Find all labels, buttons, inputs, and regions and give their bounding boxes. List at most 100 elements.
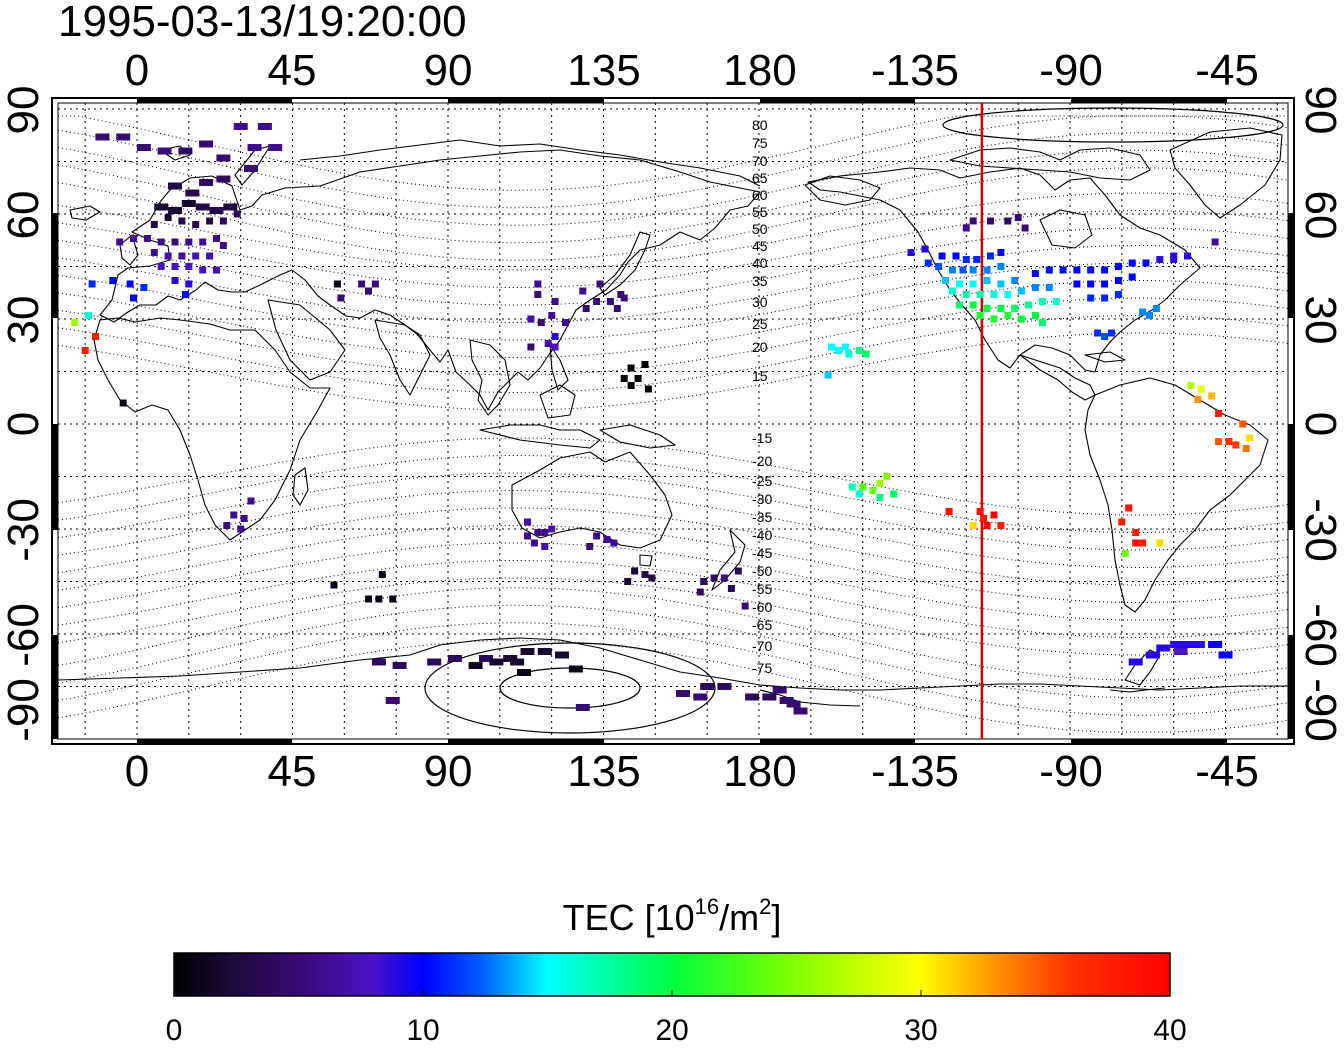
tec-data-point	[358, 280, 366, 288]
tec-data-point	[997, 280, 1005, 288]
tec-data-point	[534, 291, 542, 298]
tec-data-point	[206, 217, 214, 225]
coast-newguinea	[599, 424, 676, 449]
tec-data-point	[1073, 280, 1081, 288]
tec-data-point	[143, 235, 151, 242]
tec-data-point	[973, 256, 981, 263]
tec-data-point	[247, 144, 262, 151]
tec-data-point	[1187, 382, 1195, 389]
coast-antarctica	[58, 637, 1288, 691]
tec-data-point	[178, 147, 193, 155]
contour-value-labels: 80 75 70 65 60 55 50 45 40 35 30 25 20 1…	[752, 117, 772, 676]
coast-greenland	[1169, 127, 1283, 219]
tec-data-point	[1045, 266, 1053, 274]
tec-data-point	[997, 249, 1005, 256]
tec-data-point	[983, 266, 991, 274]
frame-bar-segment	[760, 98, 915, 103]
tec-data-point	[544, 340, 552, 347]
tec-data-point	[1215, 438, 1223, 445]
tec-data-point	[1194, 396, 1202, 403]
tec-data-point	[157, 147, 172, 155]
contour-label: -15	[752, 430, 772, 446]
tec-data-point	[178, 217, 186, 225]
tec-data-point	[676, 690, 690, 697]
tec-data-point	[727, 585, 735, 592]
tec-data-point	[534, 529, 542, 536]
tec-data-point	[1059, 266, 1067, 274]
coast-alaska	[804, 175, 881, 206]
contour-line	[58, 115, 1288, 209]
tec-data-point	[181, 291, 189, 298]
contour-line	[58, 227, 1288, 306]
contour-label: -40	[752, 527, 772, 543]
tec-data-point	[1225, 438, 1233, 445]
frame-bar-segment	[1288, 213, 1294, 318]
tec-data-point	[952, 252, 960, 260]
tec-data-point	[88, 280, 96, 288]
colorbar-tick-label: 10	[406, 1014, 439, 1047]
tec-data-point	[479, 655, 493, 662]
lat-tick-label: 30	[0, 296, 48, 345]
contour-line	[58, 297, 1288, 376]
tec-data-point	[1180, 641, 1195, 648]
tec-data-point	[185, 263, 193, 270]
tec-data-point	[593, 532, 601, 540]
tec-data-point	[1218, 651, 1233, 659]
tec-data-point	[164, 214, 172, 221]
contour-label: -65	[752, 617, 772, 633]
frame-bar-segment	[1071, 98, 1227, 103]
lon-tick-label: 90	[424, 747, 473, 796]
tec-data-point	[1018, 315, 1026, 323]
tec-data-point	[762, 693, 777, 701]
contour-line	[58, 280, 1288, 358]
tec-data-point	[935, 263, 943, 270]
contour-line	[58, 210, 1288, 288]
tec-data-point	[1211, 238, 1219, 246]
tec-data-point	[593, 298, 601, 305]
tec-data-point	[1232, 441, 1240, 449]
lat-tick-label: 60	[0, 191, 48, 240]
frame-bar-segment	[137, 98, 292, 103]
contour-line	[58, 149, 1288, 244]
tec-data-point	[551, 343, 559, 351]
pole-contour-south-outer	[424, 642, 716, 734]
tec-data-point	[181, 200, 196, 207]
tec-data-point	[596, 280, 604, 288]
tec-data-point	[427, 658, 442, 666]
tec-data-point	[219, 242, 227, 249]
tec-data-point	[216, 154, 231, 162]
tec-data-point	[969, 522, 977, 529]
lat-tick-label: 0	[0, 412, 48, 436]
tec-data-point	[116, 238, 124, 246]
tec-data-point	[627, 364, 635, 372]
coast-south-america	[1084, 377, 1269, 613]
coast-arabia	[267, 299, 346, 381]
tec-data-point	[631, 567, 639, 575]
tec-data-point	[734, 567, 742, 575]
tec-data-point	[219, 217, 227, 225]
tec-data-point	[786, 700, 801, 708]
tec-data-point	[1114, 263, 1122, 270]
tec-data-point	[1038, 298, 1046, 305]
lon-tick-label: -45	[1195, 46, 1259, 95]
tec-data-point	[1114, 277, 1122, 284]
tec-data-point	[1246, 434, 1254, 442]
tec-data-point	[969, 301, 977, 309]
tec-data-point	[1132, 529, 1140, 536]
contour-line	[58, 525, 1288, 603]
tec-data-point	[1004, 312, 1012, 319]
contour-line	[58, 604, 1288, 699]
tec-data-point	[890, 490, 898, 498]
tec-data-point	[828, 343, 836, 351]
tec-data-point	[1004, 217, 1012, 225]
tec-data-point	[987, 217, 994, 225]
outer-frame	[51, 97, 1295, 745]
contour-label: 45	[752, 238, 768, 254]
tec-data-point	[969, 280, 977, 288]
tec-data-point	[987, 252, 994, 260]
contour-label: -75	[752, 660, 772, 676]
coast-tasmania	[639, 554, 653, 567]
tec-data-point	[1014, 214, 1022, 221]
frame-bar-segment	[1288, 424, 1294, 530]
colorbar-tick-label: 40	[1153, 1014, 1186, 1047]
